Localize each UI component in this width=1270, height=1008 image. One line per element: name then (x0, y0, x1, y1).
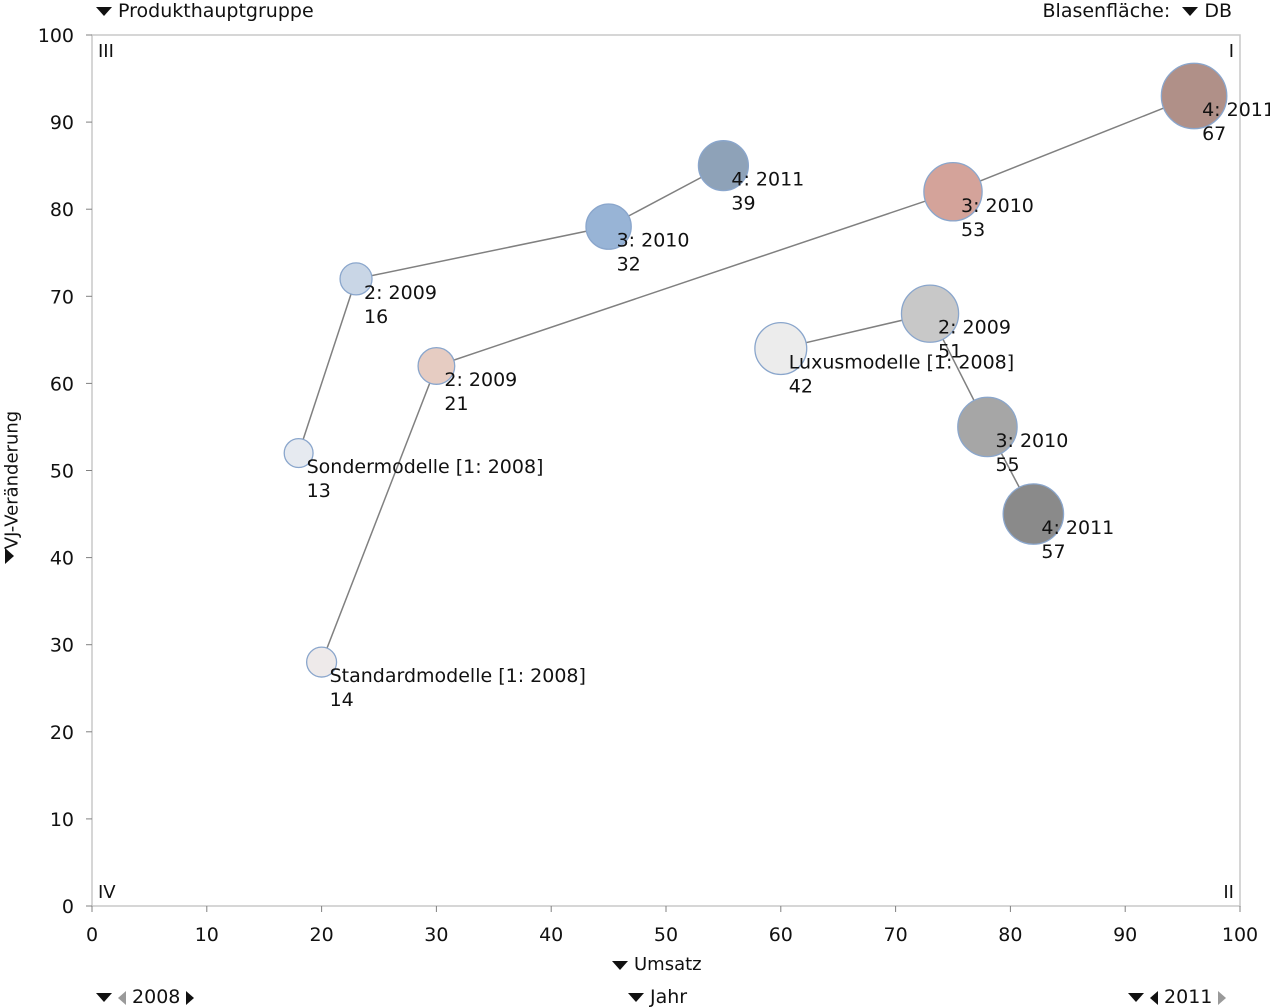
chevron-down-icon (1182, 7, 1199, 16)
quadrant-label-top-left: III (98, 41, 114, 62)
x-tick-label: 0 (86, 924, 98, 946)
x-tick-label: 100 (1222, 924, 1258, 946)
chevron-down-icon (96, 993, 112, 1002)
point-value-label: 51 (938, 341, 962, 363)
x-tick-label: 30 (424, 924, 448, 946)
y-measure-selector[interactable]: VJ-Veränderung (0, 390, 24, 570)
bubble-point (1160, 62, 1228, 130)
trail-arrow (320, 366, 437, 663)
time-dimension-label: Jahr (650, 986, 688, 1008)
y-tick-label: 10 (50, 809, 74, 831)
bubble-size-label: Blasenfläche: (1042, 0, 1171, 22)
chevron-down-icon (96, 7, 112, 16)
play-icon (5, 548, 14, 564)
next-icon[interactable] (186, 990, 195, 1005)
x-tick-label: 80 (998, 924, 1022, 946)
y-tick-label: 40 (50, 548, 74, 570)
point-value-label: 21 (444, 393, 468, 415)
trail-arrow (297, 279, 356, 454)
previous-icon[interactable] (1150, 990, 1158, 1005)
x-tick-label: 20 (310, 924, 334, 946)
bubble-point (923, 162, 983, 222)
point-label: 3: 2010 (961, 195, 1034, 217)
bubble-point (754, 321, 808, 376)
x-tick-label: 40 (539, 924, 563, 946)
bubble-point (900, 284, 960, 343)
quadrant-label-bottom-right: II (1223, 882, 1234, 903)
bubble-size-control[interactable]: Blasenfläche: DB (1043, 0, 1233, 22)
time-dimension-selector[interactable]: Jahr (628, 986, 687, 1008)
x-tick-label: 90 (1113, 924, 1137, 946)
x-measure-selector[interactable]: Umsatz (612, 954, 702, 976)
point-value-label: 55 (995, 454, 1019, 476)
bubble-point (697, 140, 750, 192)
bubble-point (585, 203, 632, 250)
x-tick-label: 70 (884, 924, 908, 946)
point-value-label: 16 (364, 306, 388, 328)
trail-arrow (436, 192, 953, 367)
bubble-point (305, 646, 338, 678)
x-tick-label: 60 (769, 924, 793, 946)
bubble-point (957, 396, 1018, 458)
y-tick-label: 90 (50, 112, 74, 134)
chevron-down-icon (628, 993, 644, 1002)
y-tick-label: 50 (50, 461, 74, 483)
series-dimension-label: Produkthauptgruppe (118, 0, 314, 22)
chevron-down-icon (1128, 993, 1144, 1002)
series-dimension-selector[interactable]: Produkthauptgruppe (96, 0, 314, 22)
y-tick-label: 60 (50, 373, 74, 395)
bubble-measure-value: DB (1204, 0, 1232, 22)
x-tick-label: 10 (195, 924, 219, 946)
point-label: 3: 2010 (995, 430, 1068, 452)
y-tick-label: 0 (62, 896, 74, 918)
point-label: 2: 2009 (444, 369, 517, 391)
point-label: 4: 2011 (1041, 517, 1114, 539)
x-tick-label: 50 (654, 924, 678, 946)
point-label: 3: 2010 (617, 230, 690, 252)
quadrant-label-top-right: I (1229, 41, 1234, 62)
point-value-label: 14 (330, 689, 354, 711)
previous-icon[interactable] (118, 990, 126, 1005)
point-label: Luxusmodelle [1: 2008] (789, 352, 1014, 374)
point-value-label: 39 (731, 193, 755, 215)
chevron-down-icon (612, 960, 628, 970)
trail-arrow (355, 227, 609, 280)
quadrant-label-bottom-left: IV (98, 882, 116, 903)
point-label: 4: 2011 (731, 169, 804, 191)
x-axis-title: Umsatz (634, 954, 702, 975)
point-value-label: 57 (1041, 541, 1065, 563)
point-value-label: 32 (617, 254, 641, 276)
bubble-point (283, 438, 314, 469)
y-tick-label: 80 (50, 199, 74, 221)
bubble-point (417, 346, 456, 385)
plot-frame (91, 34, 1241, 907)
time-end-value: 2011 (1164, 986, 1213, 1008)
point-label: 2: 2009 (938, 317, 1011, 339)
next-icon[interactable] (1218, 990, 1227, 1005)
time-start-value: 2008 (132, 986, 181, 1008)
point-value-label: 53 (961, 219, 985, 241)
point-label: 4: 2011 (1202, 99, 1270, 121)
point-label: Standardmodelle [1: 2008] (330, 665, 586, 687)
y-tick-label: 20 (50, 722, 74, 744)
time-start-control[interactable]: 2008 (96, 986, 195, 1008)
bubble-point (1002, 483, 1065, 545)
bubble-point (339, 262, 373, 296)
time-end-control[interactable]: 2011 (1128, 986, 1227, 1008)
y-tick-label: 100 (38, 25, 74, 47)
point-value-label: 42 (789, 376, 813, 398)
point-value-label: 67 (1202, 123, 1226, 145)
y-tick-label: 30 (50, 635, 74, 657)
y-tick-label: 70 (50, 286, 74, 308)
point-label: Sondermodelle [1: 2008] (307, 456, 544, 478)
point-label: 2: 2009 (364, 282, 437, 304)
trail-arrow (952, 96, 1194, 193)
point-value-label: 13 (307, 480, 331, 502)
